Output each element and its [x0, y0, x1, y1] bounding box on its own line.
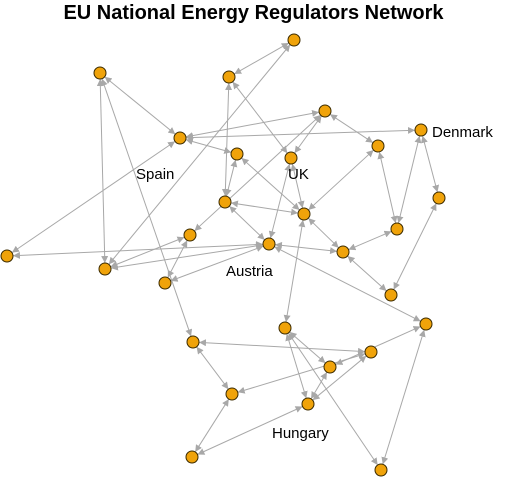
edge — [198, 339, 366, 355]
label-denmark: Denmark — [432, 124, 493, 141]
edge — [377, 151, 398, 224]
node — [262, 237, 276, 251]
edge — [232, 81, 288, 154]
node — [390, 222, 404, 236]
edge — [194, 398, 230, 453]
label-layer: Spain UK Denmark Austria Hungary — [136, 124, 493, 442]
edge — [287, 332, 379, 466]
node — [222, 70, 236, 84]
edge — [381, 329, 426, 465]
edge — [12, 241, 264, 259]
edge — [348, 230, 392, 251]
node — [284, 151, 298, 165]
edge — [230, 200, 299, 216]
node — [158, 276, 172, 290]
edge — [100, 78, 193, 337]
label-hungary: Hungary — [272, 425, 329, 442]
edge — [347, 255, 387, 292]
node — [432, 191, 446, 205]
edge — [11, 140, 176, 254]
edge — [233, 42, 290, 75]
edge — [197, 406, 303, 455]
edge — [283, 219, 306, 323]
node — [93, 66, 107, 80]
edge — [396, 135, 422, 224]
edge — [274, 241, 338, 255]
edge — [221, 82, 233, 197]
node — [297, 207, 311, 221]
node — [301, 397, 315, 411]
label-austria: Austria — [226, 263, 273, 280]
edge — [308, 149, 374, 211]
node — [186, 335, 200, 349]
label-spain: Spain — [136, 166, 174, 183]
edge — [170, 245, 264, 282]
node — [183, 228, 197, 242]
node — [225, 387, 239, 401]
edge — [96, 78, 109, 264]
node — [218, 195, 232, 209]
edge — [329, 113, 374, 144]
label-uk: UK — [288, 166, 309, 183]
node — [336, 245, 350, 259]
node — [98, 262, 112, 276]
edge — [196, 346, 229, 390]
node — [414, 123, 428, 137]
edge — [110, 236, 185, 268]
node — [384, 288, 398, 302]
node — [371, 139, 385, 153]
node — [419, 317, 433, 331]
node — [185, 450, 199, 464]
edge — [228, 205, 266, 241]
edge — [268, 163, 292, 239]
edge — [104, 76, 176, 135]
node — [323, 360, 337, 374]
node — [374, 463, 388, 477]
edge — [294, 115, 322, 154]
node — [0, 249, 14, 263]
edge — [420, 135, 440, 193]
node — [287, 33, 301, 47]
node — [364, 345, 378, 359]
node — [230, 147, 244, 161]
node-layer — [0, 33, 446, 477]
node — [173, 131, 187, 145]
edge — [185, 138, 232, 154]
edge — [307, 217, 340, 249]
chart-title: EU National Energy Regulators Network — [63, 2, 444, 24]
node — [318, 104, 332, 118]
edge — [224, 159, 238, 197]
edge — [335, 325, 421, 366]
edge — [185, 109, 320, 140]
edge-layer — [11, 42, 440, 466]
node — [278, 321, 292, 335]
edge — [108, 44, 291, 265]
